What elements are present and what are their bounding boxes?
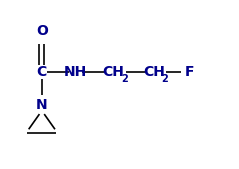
Text: NH: NH: [64, 65, 87, 79]
Text: 2: 2: [121, 74, 128, 84]
Text: N: N: [36, 98, 48, 112]
Text: C: C: [37, 65, 47, 79]
Text: 2: 2: [162, 74, 168, 84]
Text: CH: CH: [103, 65, 125, 79]
Text: CH: CH: [143, 65, 165, 79]
Text: F: F: [185, 65, 194, 79]
Text: O: O: [36, 24, 48, 38]
